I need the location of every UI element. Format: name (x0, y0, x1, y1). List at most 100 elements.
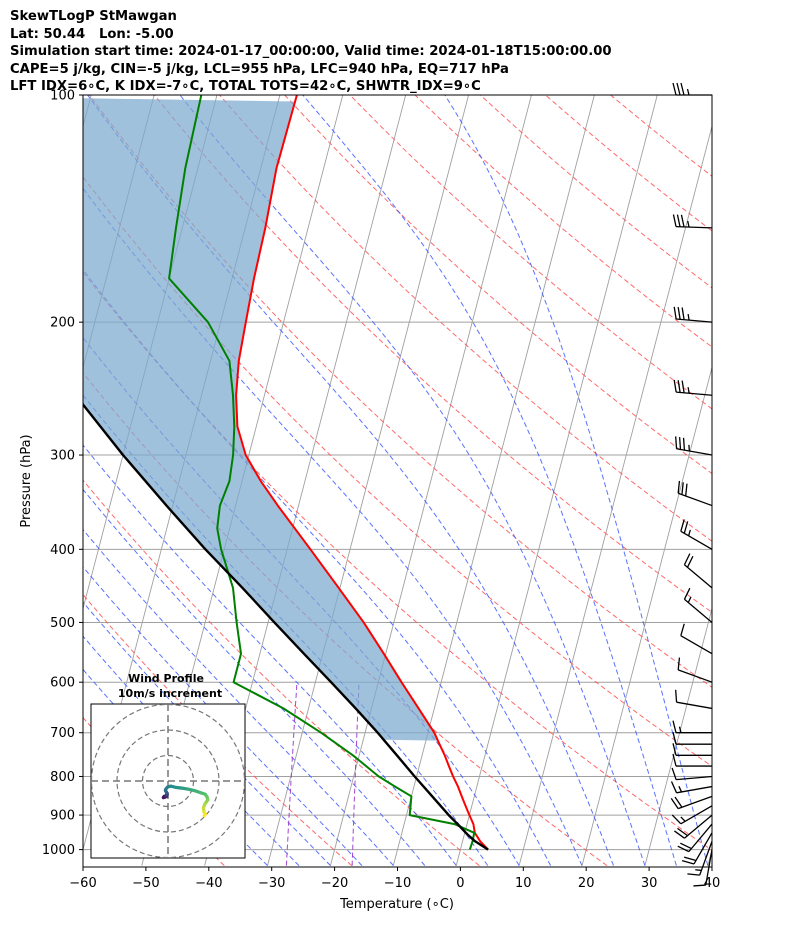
wind-barb-flag (676, 214, 681, 227)
isotherm-line (329, 95, 532, 866)
dry-adiabat (154, 95, 712, 613)
wind-barb-flag (677, 380, 681, 393)
isotherm-line (518, 124, 712, 866)
wind-barb-flag (677, 480, 681, 494)
wind-barb (672, 753, 712, 767)
header: SkewTLogP StMawgan Lat: 50.44 Lon: -5.00… (10, 8, 612, 96)
wind-barb (677, 657, 713, 683)
wind-barb-staff (684, 598, 713, 623)
y-tick-label: 600 (50, 676, 75, 691)
wind-barb (671, 805, 713, 825)
x-tick-label: −40 (195, 876, 222, 891)
isotherm-line (83, 95, 92, 129)
hodograph-inset: Wind Profile 10m/s increment (90, 672, 246, 859)
cape-area-layer (83, 98, 438, 741)
moist-adiabat (179, 95, 646, 866)
wind-barb (672, 743, 712, 756)
wind-barb-half (687, 313, 690, 321)
wind-barb-flag (693, 884, 706, 887)
wind-barb-half (687, 387, 690, 394)
moist-adiabat (83, 268, 552, 866)
wind-barbs (670, 82, 713, 887)
dry-adiabat (545, 95, 712, 232)
wind-barb-staff (680, 805, 713, 825)
mixing-ratio-line (351, 682, 360, 866)
location-line: Lat: 50.44 Lon: -5.00 (10, 26, 174, 42)
y-tick-label: 300 (50, 449, 75, 464)
moist-adiabat (83, 488, 426, 866)
wind-barb-half (678, 786, 683, 793)
wind-barb-flag (683, 587, 691, 600)
dry-adiabat (479, 95, 712, 289)
isotherm-line (392, 95, 595, 866)
y-tick-label: 200 (50, 316, 75, 331)
wind-barb (680, 519, 713, 550)
wind-barb (671, 767, 713, 781)
wind-barb-half (687, 596, 692, 603)
moist-adiabat (302, 95, 677, 866)
hodograph-ring (91, 704, 245, 858)
dry-adiabat (88, 95, 712, 688)
dry-adiabat (83, 593, 353, 866)
wind-barb-staff (677, 669, 713, 683)
wind-barb-half (678, 726, 682, 733)
wind-barb-flag (681, 482, 684, 495)
dry-adiabat (219, 95, 712, 542)
wind-barb (683, 587, 713, 623)
moist-adiabat (444, 95, 709, 866)
wind-barb-staff (688, 823, 713, 853)
wind-barb (672, 720, 712, 734)
y-axis-label: Pressure (hPa) (19, 434, 34, 527)
wind-barb-flag (677, 657, 681, 670)
wind-barb-flag (686, 555, 694, 568)
moist-adiabat (83, 566, 363, 866)
cape-area (83, 98, 438, 741)
moist-adiabat (83, 635, 300, 866)
wind-barb-flag (677, 827, 688, 837)
y-tick-label: 1000 (42, 843, 75, 858)
x-tick-label: −10 (384, 876, 411, 891)
hodograph-title: Wind Profile (128, 672, 204, 685)
wind-barb-half (687, 220, 690, 228)
wind-barb (672, 82, 712, 96)
y-axis: 100 200 300 400 500 600 700 800 900 1000 (42, 89, 83, 858)
wind-barb-staff (677, 492, 713, 507)
isotherm-line (455, 95, 658, 866)
x-axis-label: Temperature (∘C) (339, 897, 454, 912)
wind-barb (674, 814, 713, 839)
wind-barb (670, 781, 713, 794)
moist-adiabat (83, 528, 394, 866)
wind-barb-flag (676, 82, 681, 96)
wind-barb-flag (683, 521, 689, 534)
dry-adiabat (610, 95, 712, 177)
wind-barb (672, 732, 712, 745)
wind-barb-flag (672, 82, 677, 96)
wind-barb-staff (680, 635, 713, 655)
time-line: Simulation start time: 2024-01-17_00:00:… (10, 44, 612, 60)
hodograph-rings (91, 704, 245, 858)
wind-barb-staff (675, 225, 713, 229)
wind-barb-flag (672, 720, 677, 733)
wind-barb-staff (693, 832, 713, 865)
moist-adiabat (83, 601, 331, 866)
x-tick-label: −50 (132, 876, 159, 891)
wind-barb-flag (671, 767, 677, 780)
moist-adiabat (87, 95, 614, 866)
wind-barb-flag (683, 553, 691, 566)
dry-adiabat (83, 176, 712, 767)
parcel-line (83, 402, 489, 851)
series-layer (83, 95, 489, 851)
y-tick-label: 700 (50, 726, 75, 741)
wind-barb-flag (672, 753, 677, 767)
wind-barb-staff (676, 318, 713, 323)
wind-barb-staff (684, 564, 713, 589)
wind-barb-staff (677, 795, 713, 810)
wind-barb-staff (676, 775, 713, 781)
wind-barb-flag (672, 732, 677, 745)
mixing-ratio-line (285, 682, 298, 866)
wind-barb-flag (672, 214, 677, 227)
wind-barb-flag (680, 214, 685, 228)
y-tick-label: 100 (50, 89, 75, 104)
wind-barb (673, 379, 713, 396)
